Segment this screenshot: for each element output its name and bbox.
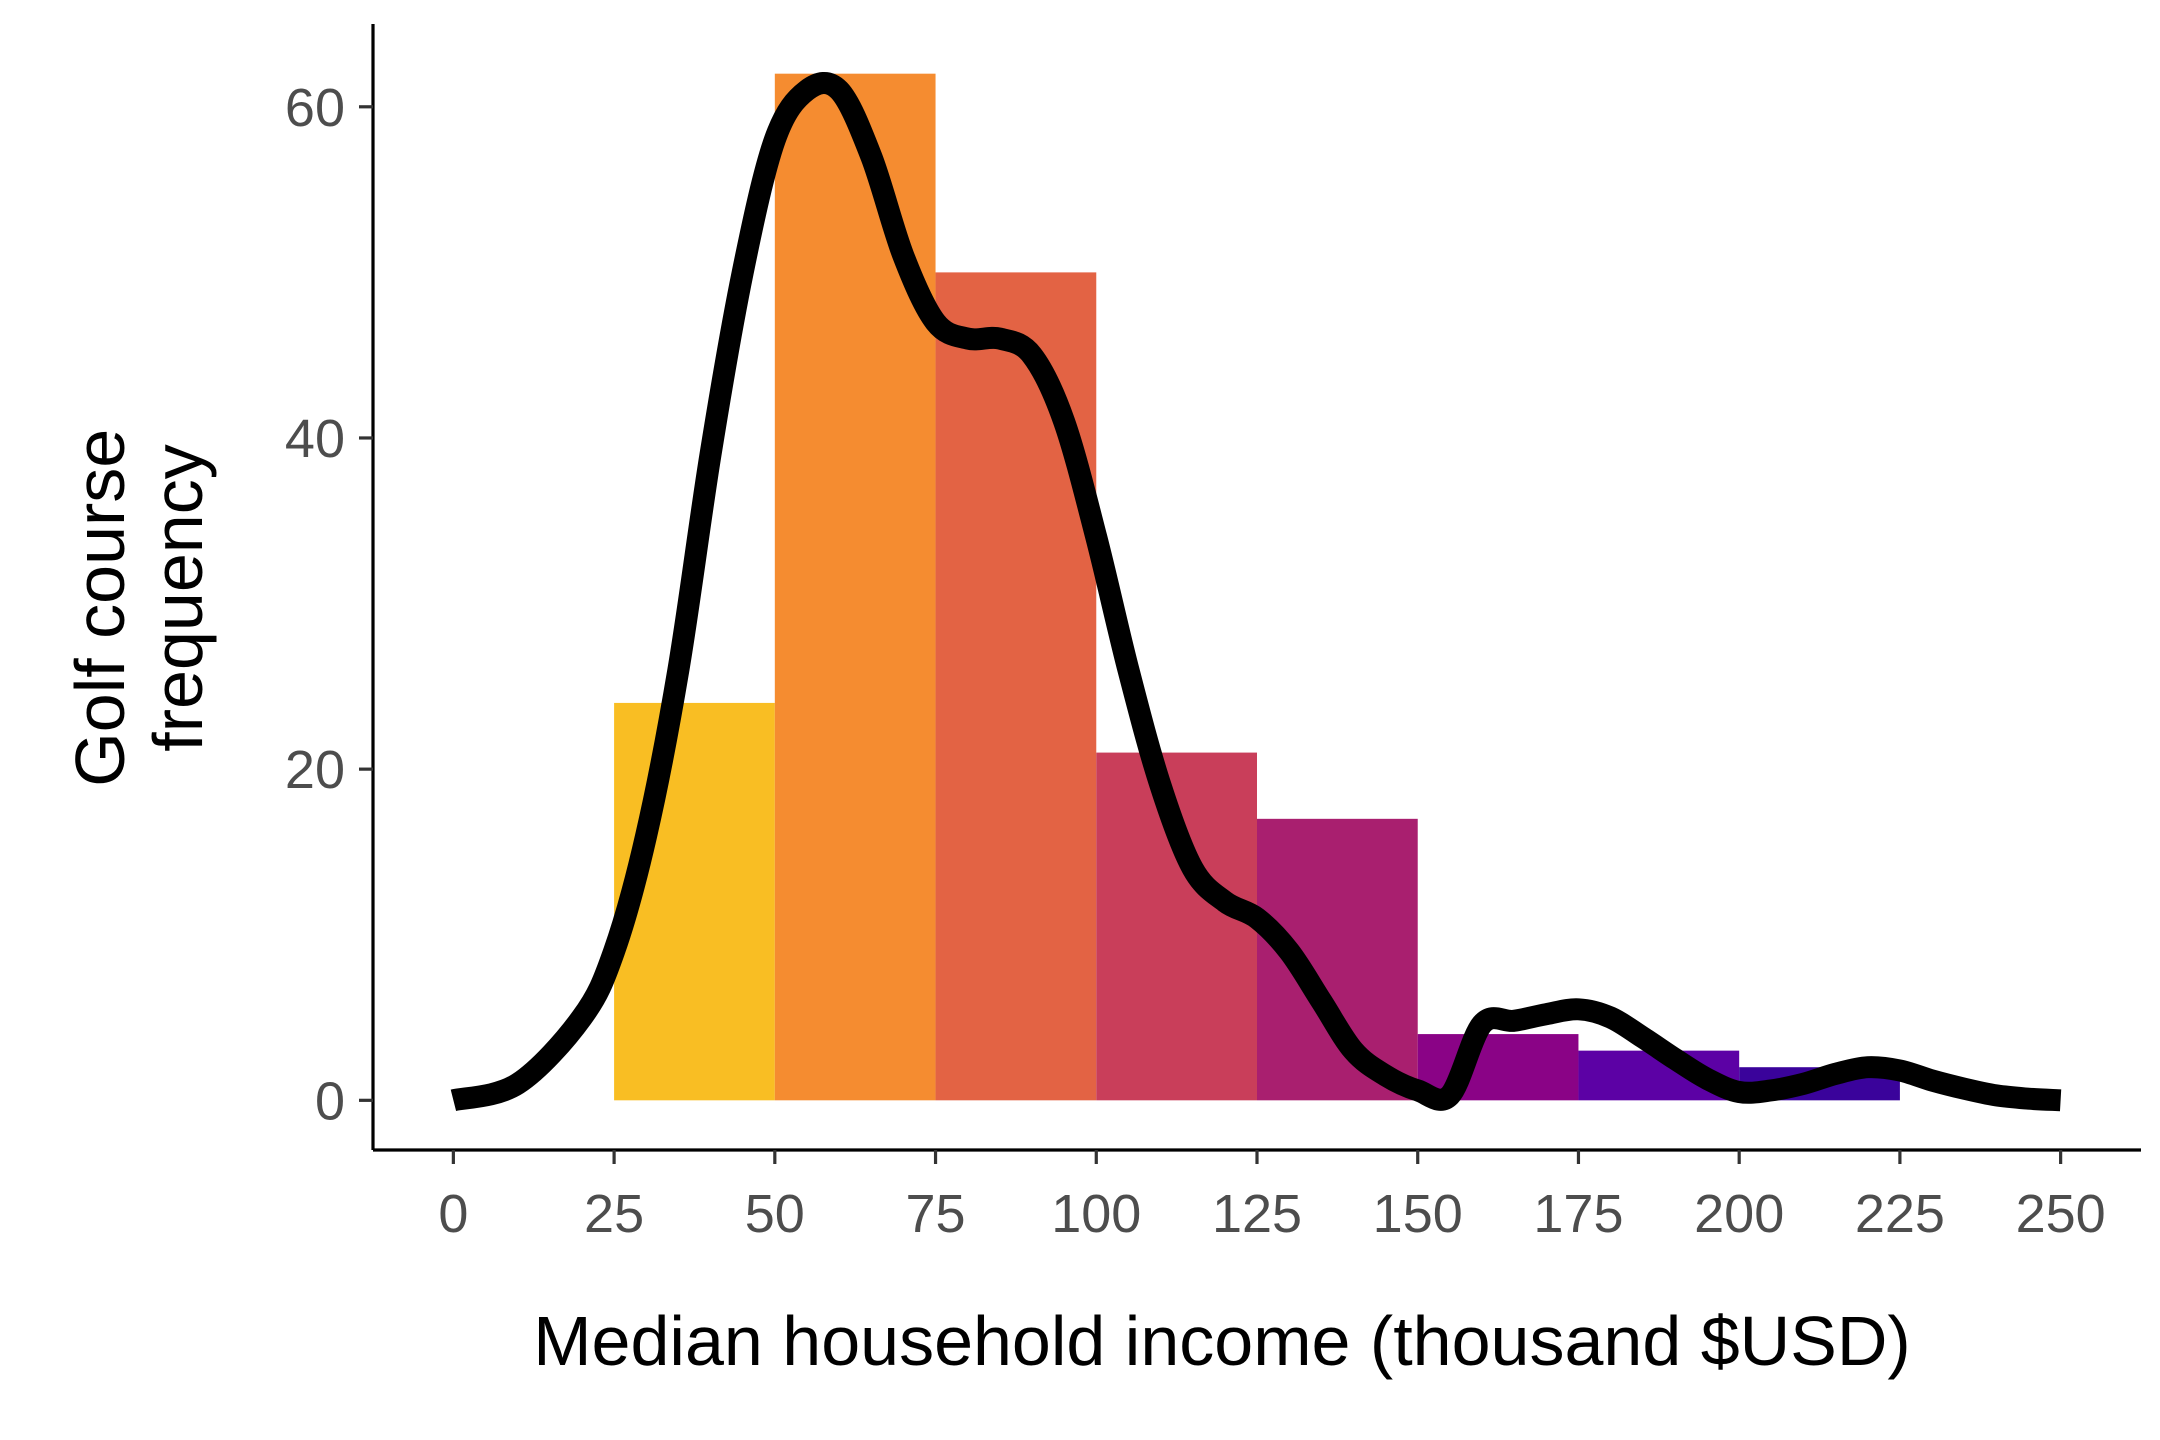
y-axis-title: Golf course frequency [61, 409, 217, 786]
y-axis: 0 20 40 60 [285, 78, 373, 1131]
y-tick-label: 40 [285, 409, 345, 469]
x-tick-label: 200 [1694, 1184, 1784, 1244]
histogram-bar-5 [1257, 818, 1418, 1101]
density-curve [450, 72, 2062, 1112]
histogram-bars [614, 73, 1900, 1101]
y-axis-title-line-1: Golf course [61, 429, 139, 787]
x-tick-label: 100 [1051, 1184, 1141, 1244]
y-tick-label: 60 [285, 78, 345, 138]
x-tick-label: 25 [584, 1184, 644, 1244]
histogram-bar-2 [774, 73, 936, 1101]
x-tick-label: 75 [906, 1184, 966, 1244]
x-tick-label: 150 [1373, 1184, 1463, 1244]
x-tick-label: 50 [745, 1184, 805, 1244]
y-tick-label: 0 [315, 1071, 345, 1131]
x-axis: 0 25 50 75 100 125 150 175 200 225 250 [438, 1150, 2106, 1244]
x-tick-label: 0 [438, 1184, 468, 1244]
x-tick-label: 250 [2016, 1184, 2106, 1244]
x-tick-label: 125 [1212, 1184, 1302, 1244]
histogram-bar-3 [935, 272, 1097, 1101]
x-tick-label: 175 [1533, 1184, 1623, 1244]
y-axis-title-line-2: frequency [139, 444, 217, 751]
x-tick-label: 225 [1855, 1184, 1945, 1244]
y-tick-label: 20 [285, 740, 345, 800]
x-axis-title: Median household income (thousand $USD) [533, 1302, 1910, 1380]
